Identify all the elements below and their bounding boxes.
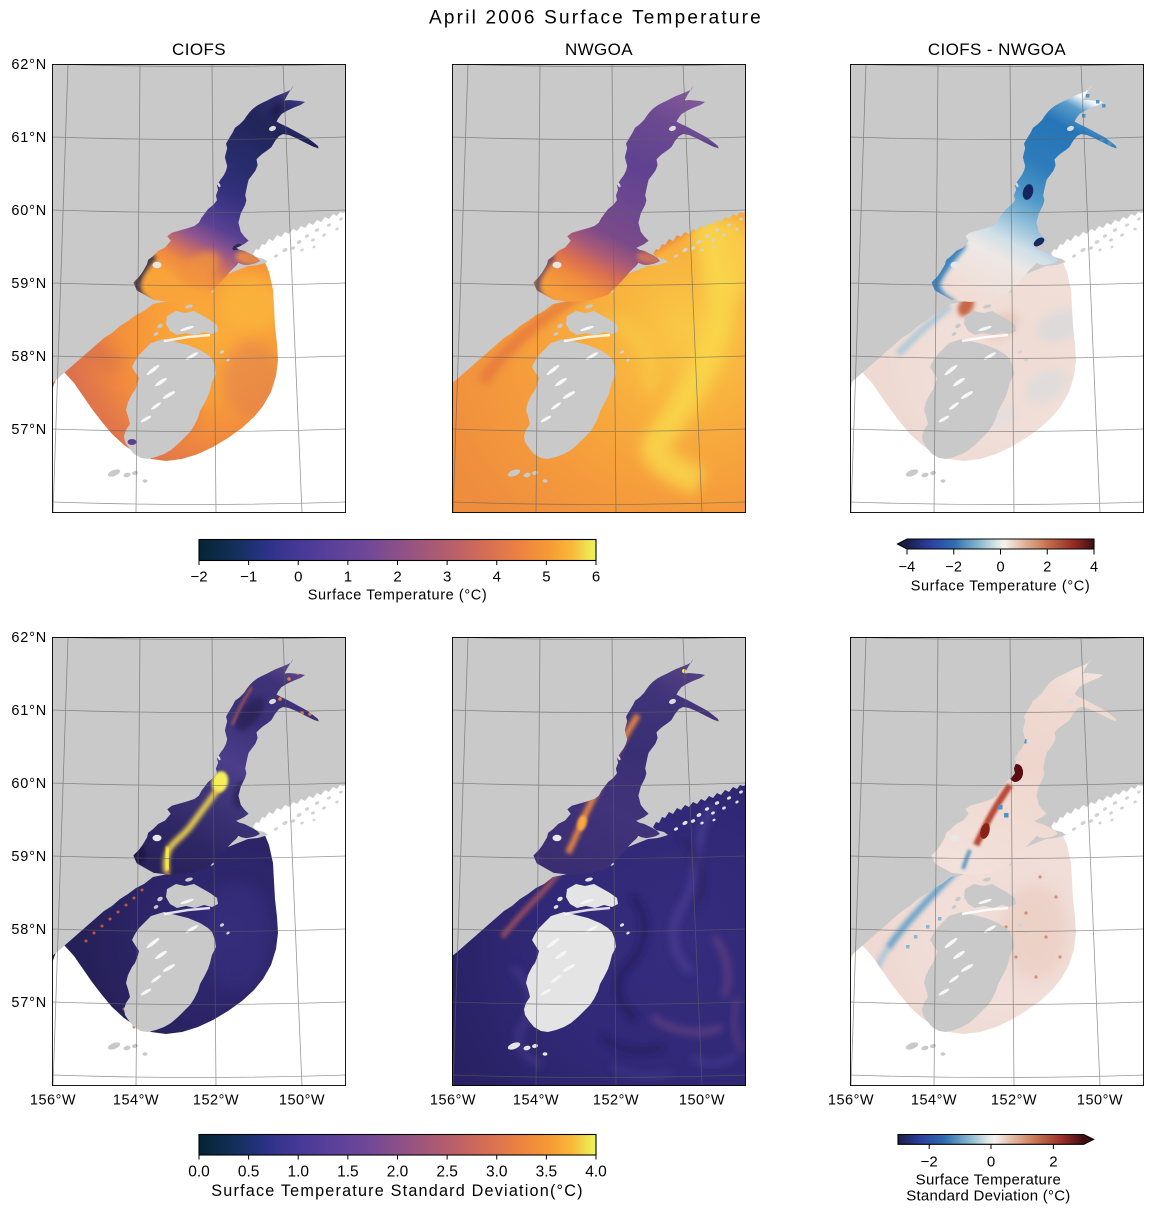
svg-text:59°N: 59°N <box>11 276 47 292</box>
svg-text:−4: −4 <box>899 560 916 576</box>
svg-text:150°W: 150°W <box>279 1093 325 1109</box>
svg-text:58°N: 58°N <box>11 922 47 938</box>
svg-text:2: 2 <box>393 569 401 586</box>
svg-text:57°N: 57°N <box>11 422 47 438</box>
svg-text:156°W: 156°W <box>828 1093 874 1109</box>
svg-text:1: 1 <box>344 569 352 586</box>
svg-text:0: 0 <box>294 569 302 586</box>
svg-text:1.0: 1.0 <box>287 1164 309 1181</box>
svg-text:62°N: 62°N <box>11 630 47 646</box>
svg-text:NWGOA: NWGOA <box>565 40 633 59</box>
svg-text:4: 4 <box>493 569 501 586</box>
svg-text:−2: −2 <box>190 569 207 586</box>
svg-text:58°N: 58°N <box>11 349 47 365</box>
svg-text:Surface Temperature (°C): Surface Temperature (°C) <box>911 579 1091 595</box>
svg-text:150°W: 150°W <box>679 1093 725 1109</box>
svg-text:−2: −2 <box>945 560 962 576</box>
svg-text:60°N: 60°N <box>11 203 47 219</box>
svg-text:CIOFS - NWGOA: CIOFS - NWGOA <box>928 40 1067 59</box>
svg-text:0: 0 <box>996 560 1004 576</box>
svg-text:2: 2 <box>1043 560 1051 576</box>
svg-text:Surface Temperature Standard D: Surface Temperature Standard Deviation(°… <box>211 1182 583 1200</box>
svg-text:154°W: 154°W <box>513 1093 559 1109</box>
svg-text:152°W: 152°W <box>193 1093 239 1109</box>
svg-text:4.0: 4.0 <box>585 1164 607 1181</box>
svg-text:5: 5 <box>542 569 550 586</box>
svg-text:1.5: 1.5 <box>337 1164 359 1181</box>
svg-text:61°N: 61°N <box>11 130 47 146</box>
svg-text:0: 0 <box>987 1153 995 1170</box>
svg-text:2: 2 <box>1049 1153 1057 1170</box>
svg-text:CIOFS: CIOFS <box>172 40 226 59</box>
svg-text:Standard Deviation (°C): Standard Deviation (°C) <box>906 1188 1070 1205</box>
svg-text:Surface Temperature (°C): Surface Temperature (°C) <box>308 588 488 604</box>
svg-text:156°W: 156°W <box>30 1093 76 1109</box>
svg-text:−1: −1 <box>240 569 257 586</box>
svg-text:4: 4 <box>1090 560 1098 576</box>
svg-text:3.5: 3.5 <box>536 1164 558 1181</box>
svg-text:3.0: 3.0 <box>486 1164 508 1181</box>
svg-text:154°W: 154°W <box>113 1093 159 1109</box>
svg-text:2.0: 2.0 <box>387 1164 409 1181</box>
svg-text:57°N: 57°N <box>11 995 47 1011</box>
svg-text:59°N: 59°N <box>11 849 47 865</box>
svg-text:0.0: 0.0 <box>188 1164 210 1181</box>
svg-text:−2: −2 <box>921 1153 938 1170</box>
svg-text:62°N: 62°N <box>11 57 47 73</box>
svg-text:150°W: 150°W <box>1077 1093 1123 1109</box>
svg-text:152°W: 152°W <box>593 1093 639 1109</box>
svg-text:0.5: 0.5 <box>238 1164 260 1181</box>
svg-text:61°N: 61°N <box>11 703 47 719</box>
svg-text:April 2006 Surface Temperature: April 2006 Surface Temperature <box>429 8 763 29</box>
svg-text:2.5: 2.5 <box>436 1164 458 1181</box>
svg-text:60°N: 60°N <box>11 776 47 792</box>
svg-text:154°W: 154°W <box>911 1093 957 1109</box>
svg-text:152°W: 152°W <box>991 1093 1037 1109</box>
svg-text:6: 6 <box>592 569 600 586</box>
svg-text:Surface Temperature: Surface Temperature <box>916 1172 1062 1189</box>
svg-text:156°W: 156°W <box>430 1093 476 1109</box>
svg-text:3: 3 <box>443 569 451 586</box>
